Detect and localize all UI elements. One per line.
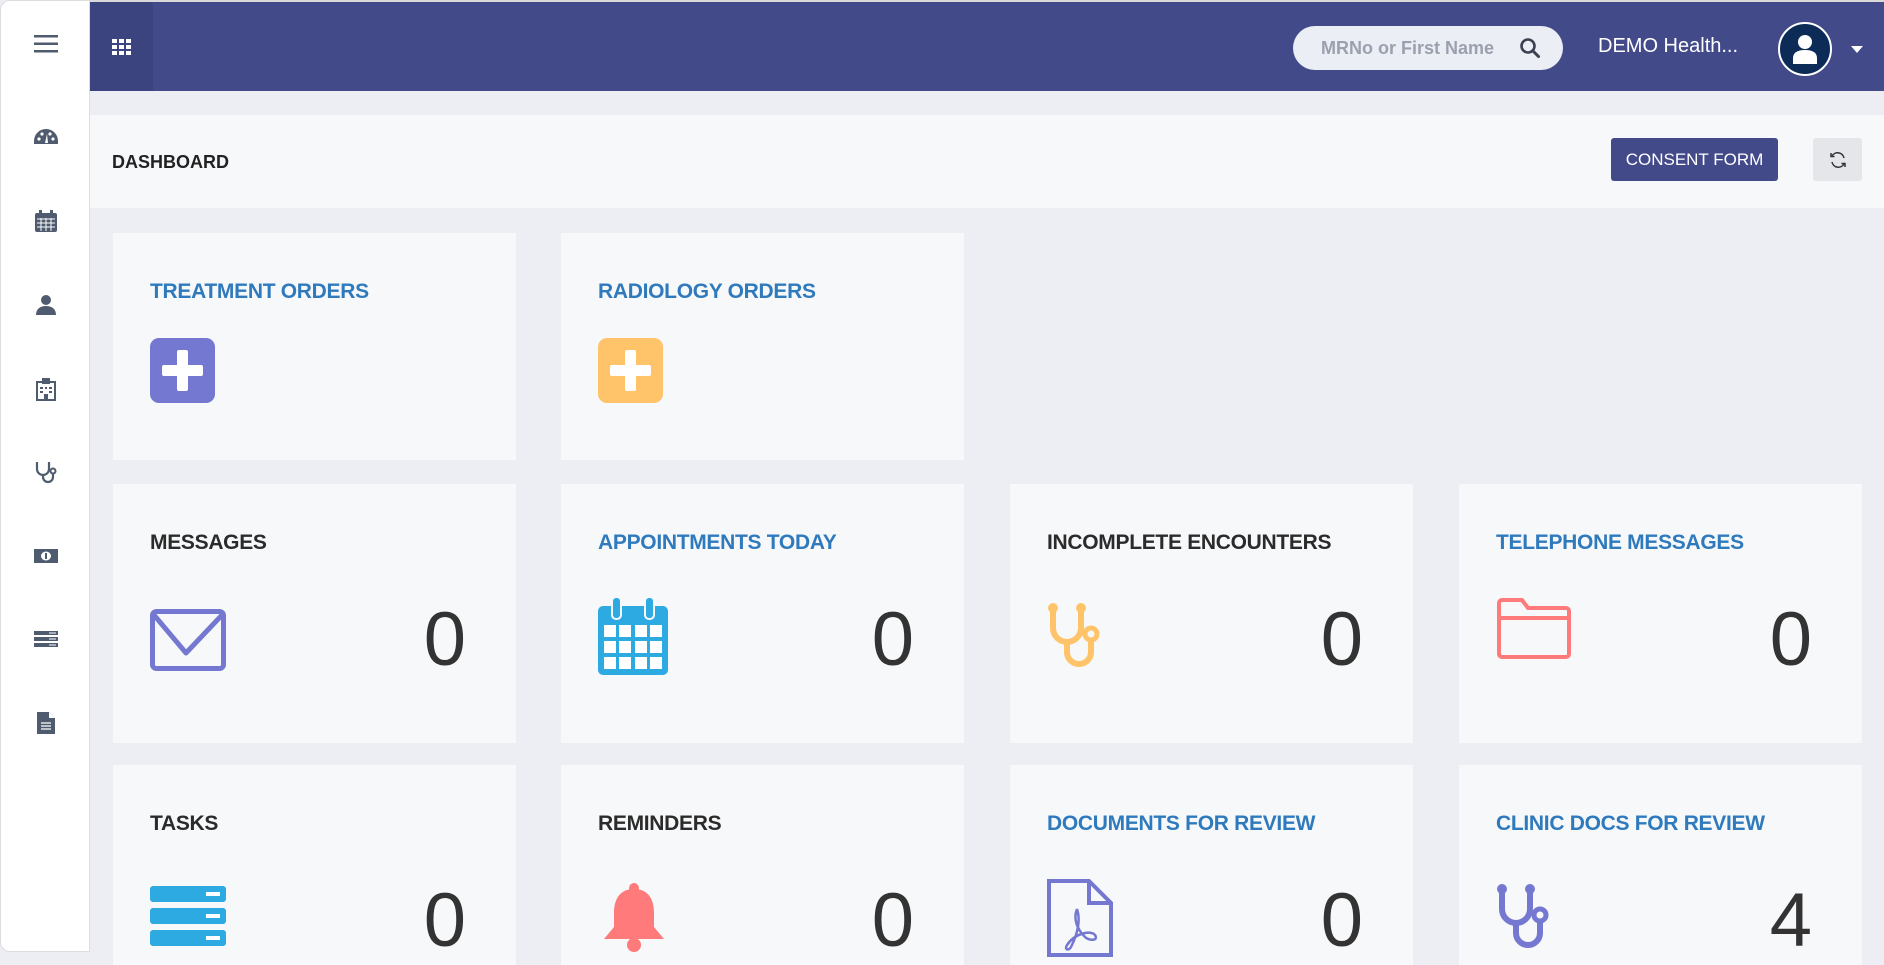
patient-search <box>1293 26 1563 70</box>
documents-count: 0 <box>1320 878 1363 963</box>
stethoscope-icon <box>1497 884 1549 948</box>
card-title[interactable]: CLINIC DOCS FOR REVIEW <box>1496 812 1765 835</box>
sidebar-item-patients[interactable] <box>1 285 91 325</box>
card-telephone-messages[interactable]: TELEPHONE MESSAGES 0 <box>1459 484 1862 743</box>
apps-button[interactable] <box>90 2 153 91</box>
organization-name[interactable]: DEMO Health... <box>1598 35 1739 57</box>
dashboard-gauge-icon <box>34 129 58 144</box>
card-title[interactable]: DOCUMENTS FOR REVIEW <box>1047 812 1316 835</box>
card-clinic-docs-for-review[interactable]: CLINIC DOCS FOR REVIEW 4 <box>1459 765 1862 965</box>
document-icon <box>37 712 55 734</box>
tasks-count: 0 <box>423 878 466 963</box>
card-title[interactable]: APPOINTMENTS TODAY <box>598 531 837 554</box>
tasks-list-icon <box>150 886 226 946</box>
consent-form-button[interactable]: CONSENT FORM <box>1611 138 1778 181</box>
sidebar <box>0 0 90 952</box>
messages-count: 0 <box>423 597 466 682</box>
calendar-icon <box>35 210 57 232</box>
telephone-count: 0 <box>1769 597 1812 682</box>
card-documents-for-review[interactable]: DOCUMENTS FOR REVIEW 0 <box>1010 765 1413 965</box>
card-appointments-today[interactable]: APPOINTMENTS TODAY 0 <box>561 484 964 743</box>
clinic-docs-count: 4 <box>1769 878 1812 963</box>
sidebar-item-lists[interactable] <box>1 619 91 659</box>
plus-square-icon[interactable] <box>598 338 663 403</box>
card-title[interactable]: TREATMENT ORDERS <box>150 280 369 303</box>
money-icon <box>34 549 58 563</box>
card-treatment-orders[interactable]: TREATMENT ORDERS <box>113 233 516 460</box>
stethoscope-icon <box>35 462 57 484</box>
menu-toggle[interactable] <box>1 24 91 64</box>
sidebar-item-billing[interactable] <box>1 536 91 576</box>
refresh-button[interactable] <box>1813 138 1862 181</box>
card-tasks[interactable]: TASKS 0 <box>113 765 516 965</box>
bell-icon <box>604 883 664 952</box>
stethoscope-icon <box>1048 603 1100 667</box>
sidebar-item-calendar[interactable] <box>1 201 91 241</box>
card-title: REMINDERS <box>598 812 722 835</box>
page-header: DASHBOARD CONSENT FORM <box>90 115 1884 208</box>
envelope-icon <box>150 609 226 671</box>
top-navbar: DEMO Health... <box>90 0 1884 91</box>
user-menu-caret-icon[interactable] <box>1851 46 1863 53</box>
card-incomplete-encounters[interactable]: INCOMPLETE ENCOUNTERS 0 <box>1010 484 1413 743</box>
user-icon <box>1793 35 1817 64</box>
list-server-icon <box>34 631 58 647</box>
sidebar-item-facility[interactable] <box>1 369 91 409</box>
folder-icon <box>1497 598 1571 659</box>
user-avatar[interactable] <box>1778 22 1832 76</box>
sidebar-item-dashboard[interactable] <box>1 117 91 157</box>
sidebar-item-clinical[interactable] <box>1 452 91 492</box>
search-icon[interactable] <box>1519 37 1541 59</box>
card-title[interactable]: TELEPHONE MESSAGES <box>1496 531 1744 554</box>
card-reminders[interactable]: REMINDERS 0 <box>561 765 964 965</box>
user-icon <box>36 295 56 315</box>
hospital-icon <box>36 378 56 401</box>
menu-icon <box>34 35 58 53</box>
card-title: INCOMPLETE ENCOUNTERS <box>1047 531 1332 554</box>
appointments-count: 0 <box>871 597 914 682</box>
page-title: DASHBOARD <box>112 152 229 172</box>
calendar-icon <box>598 597 668 675</box>
plus-square-icon[interactable] <box>150 338 215 403</box>
reminders-count: 0 <box>871 878 914 963</box>
card-title: TASKS <box>150 812 219 835</box>
card-title: MESSAGES <box>150 531 267 554</box>
pdf-file-icon <box>1047 879 1113 957</box>
refresh-icon <box>1829 151 1846 168</box>
grid-icon <box>111 38 131 55</box>
card-radiology-orders[interactable]: RADIOLOGY ORDERS <box>561 233 964 460</box>
encounters-count: 0 <box>1320 597 1363 682</box>
patient-search-input[interactable] <box>1321 37 1511 59</box>
sidebar-item-documents[interactable] <box>1 703 91 743</box>
card-messages[interactable]: MESSAGES 0 <box>113 484 516 743</box>
card-title[interactable]: RADIOLOGY ORDERS <box>598 280 816 303</box>
